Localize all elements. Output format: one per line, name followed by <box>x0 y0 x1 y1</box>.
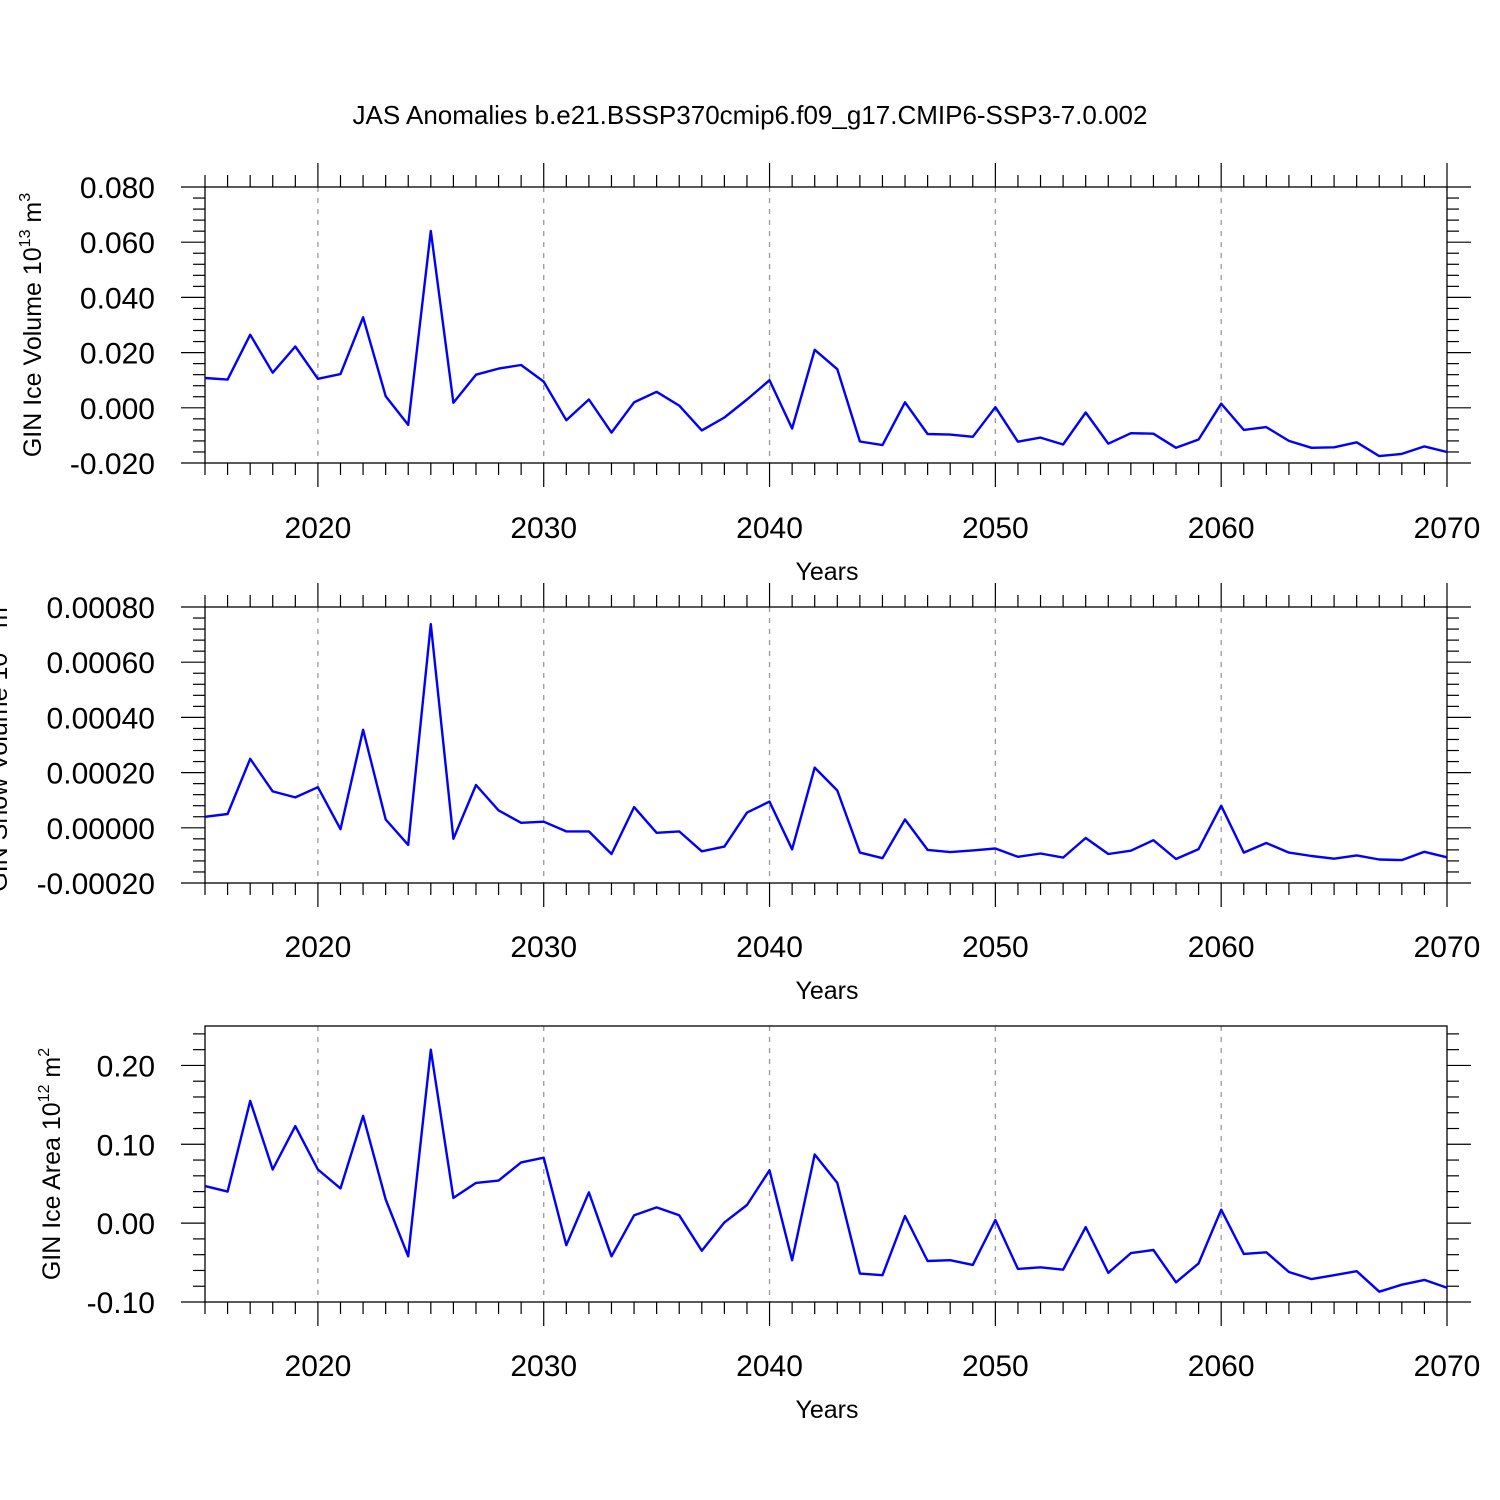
snow-volume-y-tick-label: 0.00000 <box>47 813 155 846</box>
ice-volume-x-tick-label: 2050 <box>962 512 1029 545</box>
ice-area-y-tick-label: 0.10 <box>97 1129 155 1162</box>
ice-volume-y-label: GIN Ice Volume 1013 m3 <box>17 193 47 457</box>
ice-area-series-line <box>204 1048 1448 1293</box>
ice-volume-series-line <box>204 229 1448 458</box>
ice-volume-y-tick-label: 0.000 <box>80 393 155 426</box>
snow-volume-y-tick-label: 0.00040 <box>47 702 155 735</box>
chart-title: JAS Anomalies b.e21.BSSP370cmip6.f09_g17… <box>353 100 1148 130</box>
ice-volume-x-tick-label: 2020 <box>285 512 352 545</box>
snow-volume-panel: 2020 2030 2040 2050 2060 2070 -0.00020 0.00000 0… <box>37 583 1481 964</box>
ice-volume-x-label: Years <box>795 558 858 586</box>
snow-volume-x-tick-label: 2070 <box>1414 931 1481 964</box>
ice-volume-y-tick-label: 0.020 <box>80 338 155 371</box>
ice-volume-x-tick-label: 2030 <box>510 512 577 545</box>
ice-area-x-tick-label: 2020 <box>285 1350 352 1383</box>
ice-volume-panel: 2020 2030 2040 2050 2060 2070 -0.020 0.000 0.020… <box>70 163 1480 545</box>
ice-area-x-tick-label: 2070 <box>1414 1350 1481 1383</box>
snow-volume-x-tick-label: 2030 <box>510 931 577 964</box>
ice-area-y-label: GIN Ice Area 1012 m2 <box>36 1048 66 1280</box>
ice-area-x-tick-label: 2040 <box>736 1350 803 1383</box>
snow-volume-y-tick-label: -0.00020 <box>37 868 155 901</box>
ice-area-panel: 2020 2030 2040 2050 2060 2070 -0.10 0.00 0.10 0.2… <box>87 1025 1481 1383</box>
snow-volume-x-tick-label: 2060 <box>1188 931 1255 964</box>
ice-area-y-tick-label: 0.00 <box>97 1208 155 1241</box>
snow-volume-x-tick-label: 2040 <box>736 931 803 964</box>
ice-volume-plot-frame <box>204 186 1448 464</box>
ice-volume-y-tick-label: 0.060 <box>80 227 155 260</box>
ice-area-y-tick-label: 0.20 <box>97 1050 155 1083</box>
ice-area-y-tick-label: -0.10 <box>87 1287 155 1320</box>
snow-volume-y-label: GIN Snow Volume 1013 m3 <box>0 598 13 892</box>
snow-volume-y-tick-label: 0.00060 <box>47 647 155 680</box>
ice-area-x-tick-label: 2050 <box>962 1350 1029 1383</box>
snow-volume-x-tick-label: 2050 <box>962 931 1029 964</box>
ice-area-plot-frame <box>204 1025 1448 1303</box>
ice-area-x-label: Years <box>795 1396 858 1424</box>
ice-volume-x-tick-label: 2070 <box>1414 512 1481 545</box>
ice-volume-y-tick-label: 0.080 <box>80 172 155 205</box>
snow-volume-series-line <box>204 622 1448 862</box>
snow-volume-x-tick-label: 2020 <box>285 931 352 964</box>
ice-volume-x-tick-label: 2060 <box>1188 512 1255 545</box>
snow-volume-x-label: Years <box>795 977 858 1005</box>
snow-volume-y-tick-label: 0.00080 <box>47 592 155 625</box>
ice-volume-y-tick-label: 0.040 <box>80 282 155 315</box>
snow-volume-y-tick-label: 0.00020 <box>47 758 155 791</box>
ice-volume-y-tick-label: -0.020 <box>70 448 155 481</box>
ice-area-x-tick-label: 2030 <box>510 1350 577 1383</box>
ice-area-x-tick-label: 2060 <box>1188 1350 1255 1383</box>
snow-volume-plot-frame <box>204 606 1448 884</box>
ice-volume-x-tick-label: 2040 <box>736 512 803 545</box>
